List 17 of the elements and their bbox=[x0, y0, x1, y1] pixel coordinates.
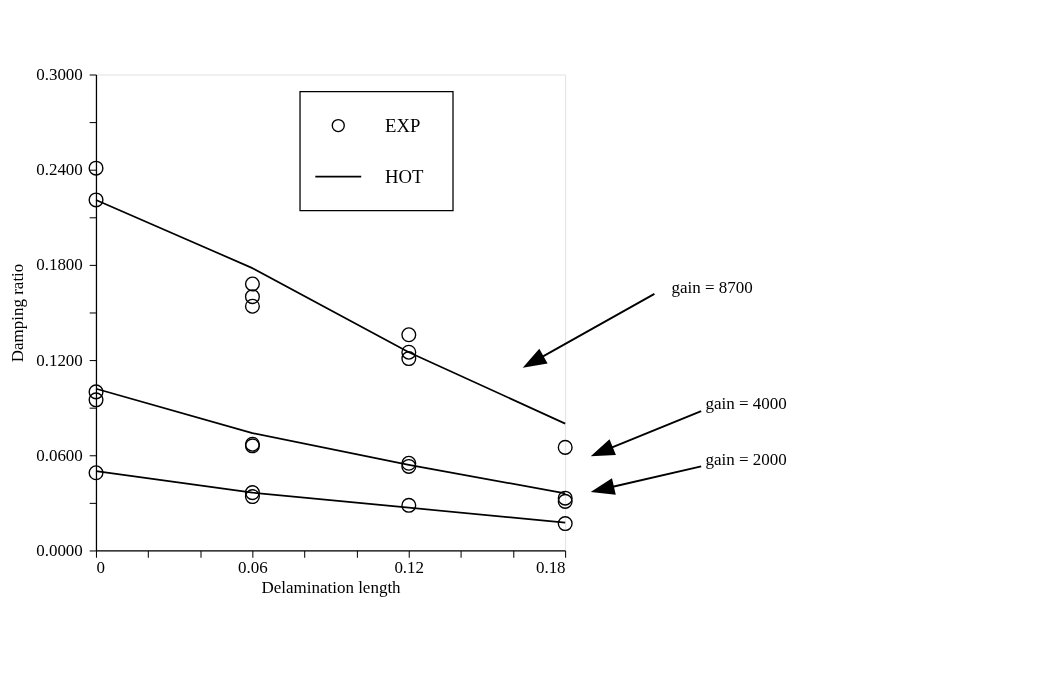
y-tick-label: 0.3000 bbox=[36, 65, 83, 85]
legend-label: EXP bbox=[385, 114, 421, 136]
y-tick-label: 0.0000 bbox=[36, 541, 83, 561]
x-tick-label: 0 bbox=[96, 558, 105, 578]
x-axis-title: Delamination length bbox=[261, 578, 402, 598]
y-tick-label: 0.0600 bbox=[36, 445, 83, 465]
y-tick-label: 0.2400 bbox=[36, 160, 83, 180]
text: gain = 4000 bbox=[705, 393, 787, 413]
text: gain = 2000 bbox=[705, 449, 787, 469]
legend-label: HOT bbox=[385, 165, 424, 187]
x-tick-label: 0.18 bbox=[535, 558, 566, 578]
x-tick-label: 0.06 bbox=[237, 558, 268, 578]
y-tick-label: 0.1200 bbox=[36, 350, 83, 370]
y-axis-title: Damping ratio bbox=[7, 263, 27, 363]
y-tick-label: 0.1800 bbox=[36, 255, 83, 275]
x-tick-label: 0.12 bbox=[394, 558, 425, 578]
text: gain = 8700 bbox=[671, 278, 753, 297]
